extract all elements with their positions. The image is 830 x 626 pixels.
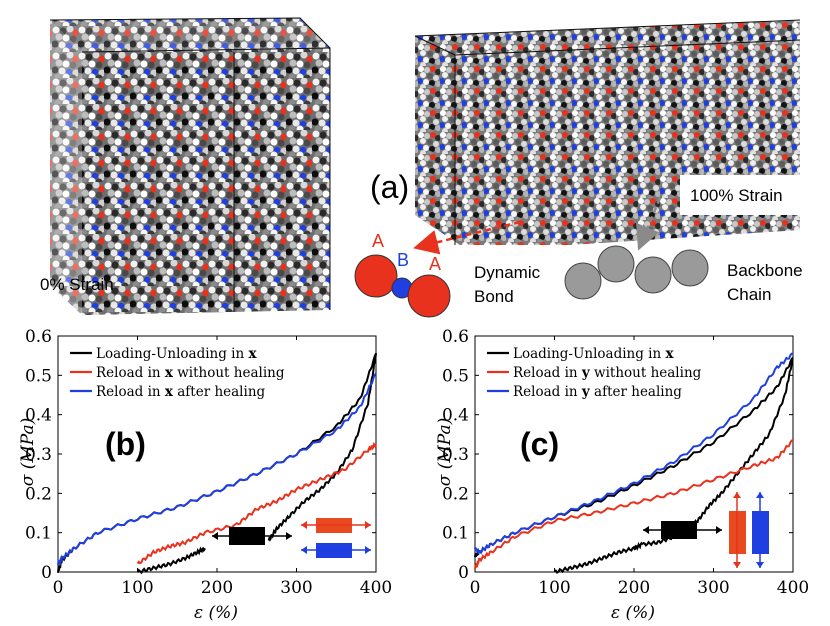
y-tick-label: 0.6 — [442, 327, 469, 347]
series-line-reload-in-y-without-healing — [474, 439, 794, 570]
y-tick-label: 0.3 — [25, 445, 52, 465]
series-line-unloading-tail — [136, 546, 206, 575]
backbone-chain — [564, 245, 709, 300]
dynamic-bond-caption-1: Dynamic — [474, 263, 541, 282]
legend-entry: Reload in y after healing — [513, 384, 682, 400]
dynamic-bond-molecule — [354, 254, 451, 318]
dynamic-bond-arrow — [413, 220, 521, 255]
x-tick-label: 100 — [538, 578, 570, 598]
y-tick-label: 0.5 — [25, 366, 52, 386]
x-axis-label-b: ε (%) — [194, 603, 238, 623]
atom-label-b: B — [397, 250, 409, 270]
panel-label-a: (a) — [370, 169, 409, 205]
panel-label-c: (c) — [520, 426, 559, 462]
series-line-unloading-tail — [554, 541, 643, 574]
panel-a: 0% Strain 100% Strain (a) A B A Dynamic … — [40, 17, 803, 318]
legend-entry: Loading-Unloading in x — [96, 346, 257, 362]
backbone-caption-2: Chain — [727, 285, 771, 304]
y-tick-label: 0.4 — [442, 406, 469, 426]
dynamic-bond-caption-2: Bond — [474, 287, 514, 306]
chart-panel-b: 0 100 200 300 400 0 0.1 0.2 0.3 0.4 0.5 0.6 Loading… — [18, 327, 392, 623]
y-tick-label: 0.5 — [442, 366, 469, 386]
simulation-box-100-strain — [414, 19, 801, 245]
y-axis-label-c: σ (MPa) — [435, 418, 455, 487]
atom-label-a-left: A — [372, 231, 384, 251]
chart-panel-c: 0 100 200 300 400 0 0.1 0.2 0.3 0.4 0.5 0.6 Loading… — [435, 327, 809, 623]
legend-entry: Reload in x after healing — [96, 384, 266, 400]
y-tick-label: 0 — [41, 563, 52, 583]
series-line-unloading — [267, 352, 377, 542]
strain-icon-b — [212, 518, 371, 558]
series-line-reload-in-y-after-healing — [474, 352, 794, 556]
y-tick-label: 0.1 — [442, 524, 469, 544]
y-tick-label: 0.6 — [25, 327, 52, 347]
strain-icon-c — [643, 492, 769, 568]
series-line-reload-without-healing — [136, 441, 377, 565]
x-tick-label: 300 — [697, 578, 729, 598]
legend-entry: Reload in y without healing — [513, 365, 702, 381]
x-tick-label: 400 — [360, 578, 392, 598]
series-b — [57, 352, 377, 575]
panel-label-b: (b) — [105, 426, 146, 462]
backbone-arrow — [636, 197, 662, 251]
x-tick-label: 0 — [470, 578, 481, 598]
x-tick-label: 300 — [280, 578, 312, 598]
atom-label-a-right: A — [429, 254, 441, 274]
y-tick-label: 0.2 — [442, 484, 469, 504]
y-tick-label: 0 — [458, 563, 469, 583]
legend-c: Loading-Unloading in x Reload in y withou… — [487, 346, 702, 400]
x-tick-label: 200 — [618, 578, 650, 598]
x-tick-label: 200 — [201, 578, 233, 598]
y-tick-label: 0.1 — [25, 524, 52, 544]
y-tick-label: 0.3 — [442, 445, 469, 465]
series-c — [474, 352, 794, 574]
caption-0-strain: 0% Strain — [40, 275, 114, 294]
x-tick-label: 100 — [121, 578, 153, 598]
y-tick-label: 0.4 — [25, 406, 52, 426]
legend-b: Loading-Unloading in x Reload in x withou… — [70, 346, 285, 400]
y-axis-label-b: σ (MPa) — [18, 418, 38, 487]
legend-entry: Loading-Unloading in x — [513, 346, 674, 362]
legend-entry: Reload in x without healing — [96, 365, 285, 381]
y-tick-label: 0.2 — [25, 484, 52, 504]
x-axis-label-c: ε (%) — [611, 603, 655, 623]
ticks-c: 0 100 200 300 400 0 0.1 0.2 0.3 0.4 0.5 0.6 — [442, 327, 809, 598]
caption-100-strain: 100% Strain — [690, 186, 783, 205]
x-tick-label: 400 — [777, 578, 809, 598]
backbone-caption-1: Backbone — [727, 261, 803, 280]
ticks-b: 0 100 200 300 400 0 0.1 0.2 0.3 0.4 0.5 0.6 — [25, 327, 392, 598]
simulation-box-0-strain — [49, 17, 331, 315]
series-line-reload-in-x-after-healing — [57, 372, 377, 567]
x-tick-label: 0 — [53, 578, 64, 598]
